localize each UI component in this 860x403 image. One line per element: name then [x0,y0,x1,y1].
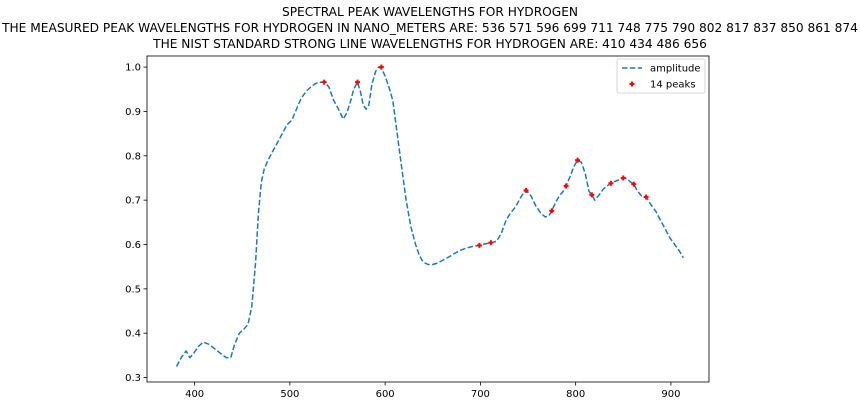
peak-marker [620,175,626,181]
peak-marker [355,79,361,85]
peak-marker [321,79,327,85]
y-tick-label: 1.0 [125,63,141,74]
legend-label-peaks: 14 peaks [650,80,696,91]
chart-subtitle-nist: THE NIST STANDARD STRONG LINE WAVELENGTH… [153,37,707,51]
peak-marker [488,240,494,246]
peak-marker [589,192,595,198]
y-tick-label: 0.3 [125,373,141,384]
x-tick-label: 500 [280,389,299,400]
peak-marker [476,242,482,248]
x-axis: 400 500 600 700 800 900 [185,382,680,400]
legend-marker-swatch [629,81,635,87]
peak-marker [643,194,649,200]
y-tick-label: 0.4 [125,329,141,340]
y-tick-label: 0.5 [125,284,141,295]
plot-area [146,55,710,383]
peak-marker [549,208,555,214]
chart-title: SPECTRAL PEAK WAVELENGTHS FOR HYDROGEN [281,5,579,19]
x-tick-label: 700 [471,389,490,400]
x-tick-label: 900 [661,389,680,400]
y-tick-label: 0.6 [125,240,141,251]
chart-subtitle-measured: THE MEASURED PEAK WAVELENGTHS FOR HYDROG… [2,21,858,35]
x-tick-label: 400 [185,389,204,400]
peak-marker [631,181,637,187]
y-tick-label: 0.7 [125,196,141,207]
legend: amplitude 14 peaks [616,58,706,94]
series-line-amplitude [175,66,684,367]
y-tick-label: 0.8 [125,151,141,162]
legend-label-amplitude: amplitude [650,64,701,75]
peak-marker [575,157,581,163]
peak-marker [608,180,614,186]
peak-marker [563,183,569,189]
x-tick-label: 800 [566,389,585,400]
peak-marker [523,187,529,193]
x-tick-label: 600 [376,389,395,400]
y-tick-label: 0.9 [125,107,141,118]
y-axis: 0.3 0.4 0.5 0.6 0.7 0.8 0.9 1.0 [125,63,147,384]
plot-frame [146,55,710,383]
peak-marker [378,64,384,70]
